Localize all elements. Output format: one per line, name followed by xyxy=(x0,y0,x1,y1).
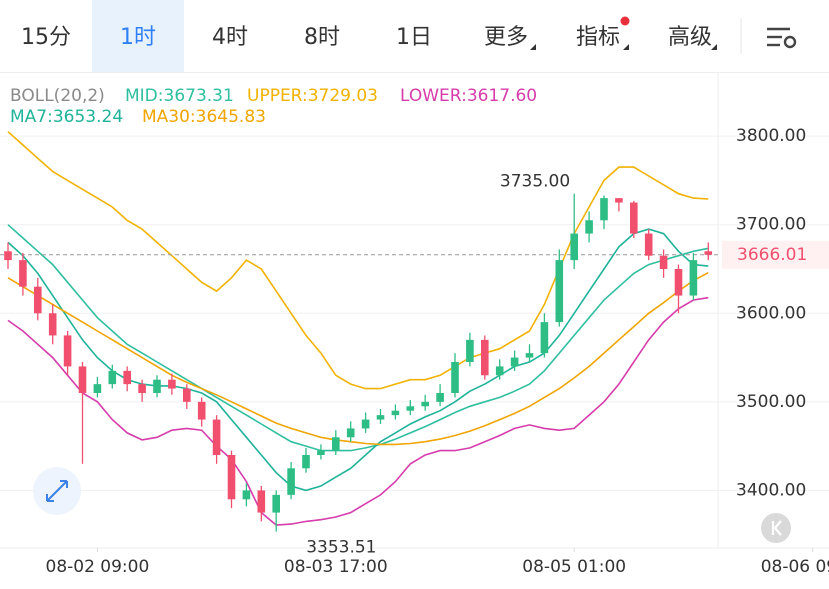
candle-body xyxy=(555,260,564,323)
candle-body xyxy=(481,339,489,376)
indicator-line xyxy=(7,131,709,390)
candle-body xyxy=(242,490,251,500)
tab[interactable]: 1日 xyxy=(396,25,432,50)
candle-body xyxy=(257,490,266,513)
candle-body xyxy=(704,251,713,255)
candle-body xyxy=(302,454,310,469)
y-tick-label: 3400.00 xyxy=(736,480,806,500)
tab[interactable]: 8时 xyxy=(304,25,340,50)
expand-button[interactable] xyxy=(33,467,81,515)
candle-body xyxy=(525,353,534,358)
chart: BOLL(20,2) 3400.00 3500.00 3600.00 3700.00 3… xyxy=(0,73,829,577)
legend-entry: LOWER:3617.60 xyxy=(400,86,537,106)
legend-entry: MA30:3645.83 xyxy=(142,107,266,127)
candle-body xyxy=(48,313,57,336)
candle-body xyxy=(317,450,325,455)
y-tick-label: 3600.00 xyxy=(736,303,806,323)
candle-body xyxy=(391,410,400,416)
tab[interactable]: 1时 xyxy=(92,0,184,72)
last-price-box xyxy=(722,240,829,269)
candle-body xyxy=(183,388,191,402)
low-annotation: 3353.51 xyxy=(306,538,376,558)
high-annotation: 3735.00 xyxy=(500,172,570,192)
candle-body xyxy=(93,384,102,393)
candle-body xyxy=(570,233,578,261)
candle-body xyxy=(630,202,638,234)
indicator-line xyxy=(7,228,709,492)
candle-body xyxy=(406,406,415,411)
candle-body xyxy=(123,370,131,385)
tab[interactable]: 高级 xyxy=(667,25,712,50)
candle-body xyxy=(272,494,280,513)
last-price-label: 3666.01 xyxy=(737,245,807,265)
candle-body xyxy=(540,322,549,354)
x-tick-label: 08-03 17:00 xyxy=(284,557,388,577)
candle-body xyxy=(644,233,653,256)
candle-body xyxy=(332,437,340,451)
candle-body xyxy=(346,428,355,438)
candle-body xyxy=(436,392,444,402)
candle-body xyxy=(197,401,206,420)
candle-body xyxy=(689,260,698,296)
candle-body xyxy=(466,339,474,362)
candle-body xyxy=(585,220,593,234)
candle-body xyxy=(600,198,608,221)
candle-body xyxy=(19,260,27,287)
tab-icons xyxy=(530,16,797,54)
candle-body xyxy=(361,419,370,429)
indicator-label: BOLL(20,2) xyxy=(10,86,105,106)
candle-body xyxy=(78,366,87,393)
candle-body xyxy=(212,419,221,455)
y-tick-label: 3800.00 xyxy=(736,126,806,146)
candle-body xyxy=(138,384,146,393)
tab[interactable]: 4时 xyxy=(212,25,248,50)
x-tick-label: 08-06 09:00 xyxy=(761,557,829,577)
indicator-line xyxy=(7,224,709,452)
candle-body xyxy=(108,370,117,385)
indicator-line xyxy=(7,296,709,526)
legend-entry: MID:3673.31 xyxy=(125,86,234,106)
candle-body xyxy=(287,468,295,495)
legend-entry: UPPER:3729.03 xyxy=(247,86,378,106)
settings-icon[interactable] xyxy=(767,27,797,49)
candle-body xyxy=(451,361,459,393)
legend-entry: MA7:3653.24 xyxy=(10,107,123,127)
tab[interactable]: 15分 xyxy=(21,25,71,50)
indicator-line xyxy=(7,271,709,446)
candle-body xyxy=(168,379,176,389)
x-tick-label: 08-02 09:00 xyxy=(46,557,150,577)
candle-body xyxy=(4,251,12,261)
x-tick-label: 08-05 01:00 xyxy=(522,557,626,577)
tab-bar-border xyxy=(0,72,829,73)
candle-body xyxy=(510,357,519,367)
candle-body xyxy=(376,415,385,420)
candle-body xyxy=(659,255,668,269)
candle-body xyxy=(153,379,161,393)
candle-body xyxy=(227,454,236,500)
candle-body xyxy=(615,198,623,203)
candle-body xyxy=(421,401,429,407)
tab[interactable]: 指标 xyxy=(575,25,620,50)
candle-body xyxy=(674,268,683,296)
tab[interactable]: 更多 xyxy=(483,25,528,50)
latest-button[interactable] xyxy=(761,513,791,543)
candle-body xyxy=(495,366,504,376)
candle-body xyxy=(34,286,42,314)
y-tick-label: 3700.00 xyxy=(736,215,806,235)
candle-body xyxy=(63,335,72,367)
y-tick-label: 3500.00 xyxy=(736,392,806,412)
